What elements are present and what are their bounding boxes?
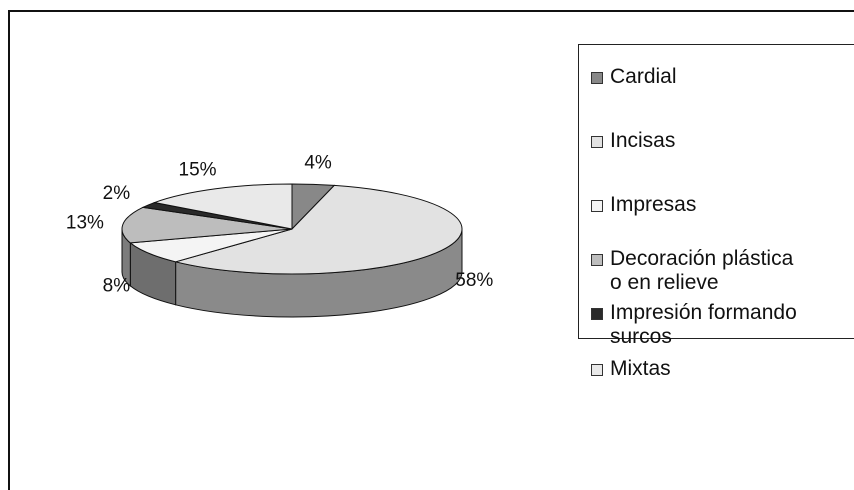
legend-label: Impresas [610, 193, 696, 217]
legend-swatch [591, 72, 603, 84]
legend-item-mixtas: Mixtas [591, 357, 671, 381]
legend-item-cardial: Cardial [591, 65, 677, 89]
legend-item-impresas: Impresas [591, 193, 696, 217]
legend-label: Cardial [610, 65, 677, 89]
legend-label: Incisas [610, 129, 675, 153]
legend-label: Mixtas [610, 357, 671, 381]
legend-swatch [591, 254, 603, 266]
legend-swatch [591, 364, 603, 376]
pie-tops [122, 184, 462, 274]
data-label-impresion-surcos: 2% [103, 183, 131, 204]
legend-item-incisas: Incisas [591, 129, 675, 153]
data-label-impresas: 8% [103, 276, 131, 297]
legend-label: Impresión formando surcos [610, 301, 797, 349]
data-label-decoracion-plastica: 13% [66, 213, 104, 234]
legend-item-decoracion-plastica: Decoración plástica o en relieve [591, 247, 793, 295]
data-label-mixtas: 15% [179, 159, 217, 180]
legend-swatch [591, 200, 603, 212]
legend-label: Decoración plástica o en relieve [610, 247, 793, 295]
data-label-cardial: 4% [304, 153, 332, 174]
legend-swatch [591, 136, 603, 148]
legend: Cardial Incisas Impresas Decoración plás… [578, 44, 854, 339]
legend-swatch [591, 308, 603, 320]
legend-item-impresion-surcos: Impresión formando surcos [591, 301, 797, 349]
data-label-incisas: 58% [455, 270, 493, 291]
